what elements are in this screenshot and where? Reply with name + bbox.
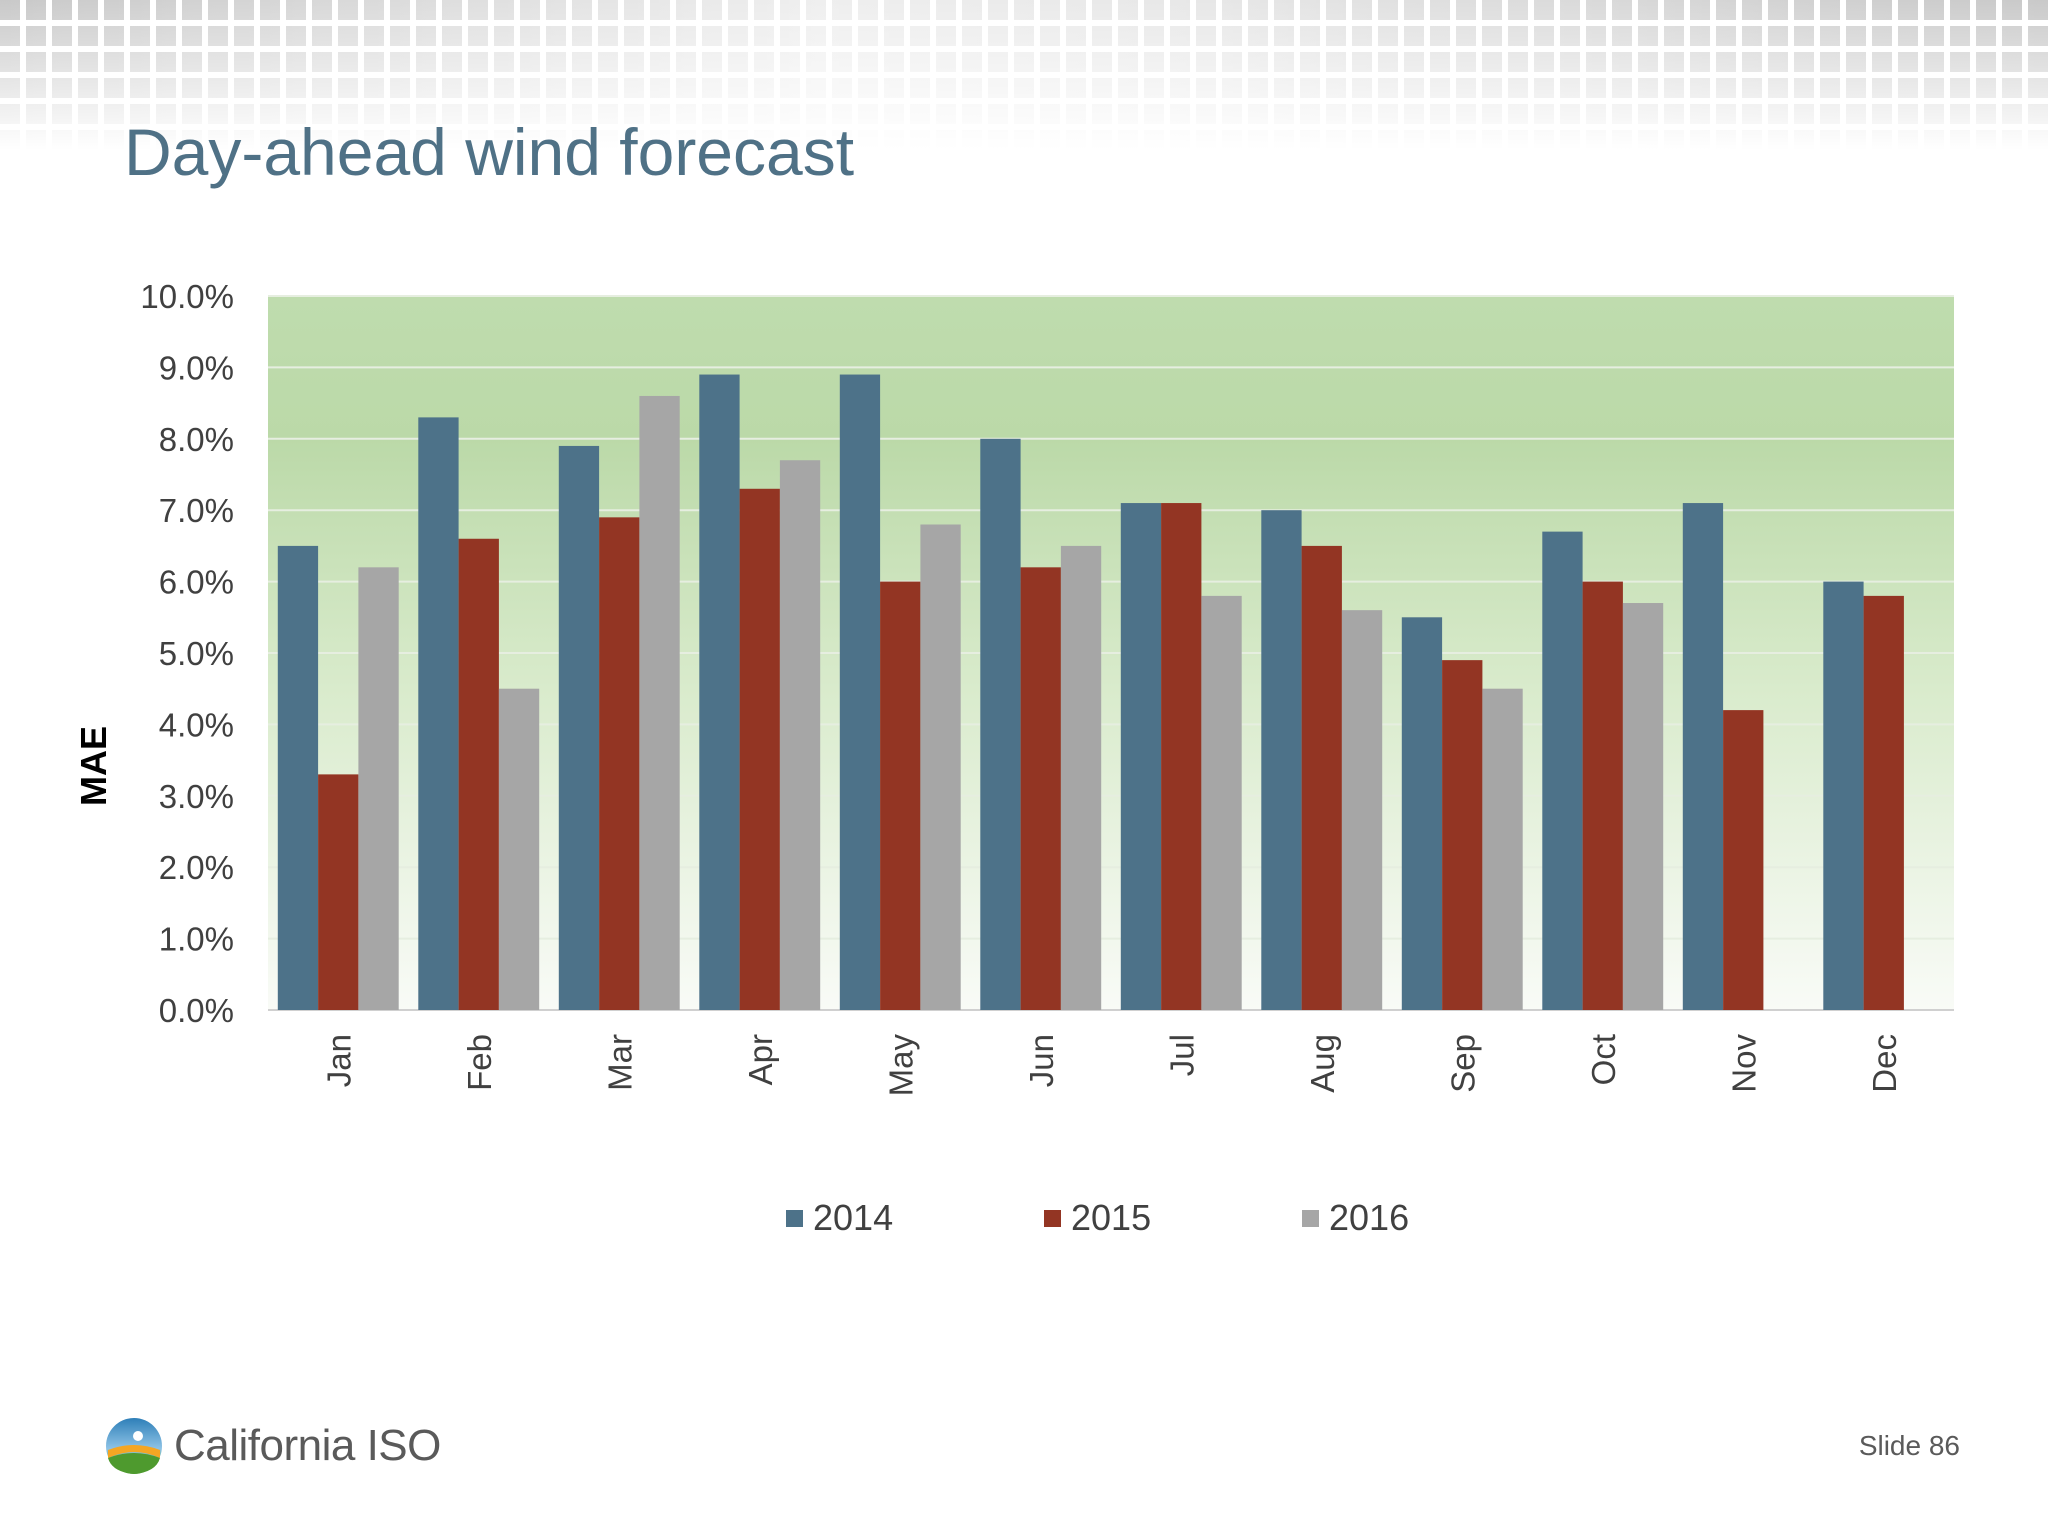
bar-2015-jun [1020,567,1061,1010]
bar-2015-jan [318,774,359,1010]
bar-2015-feb [458,538,499,1010]
bar-2014-apr [699,374,740,1010]
y-axis-label: MAE [73,726,114,806]
legend: 2014 2015 2016 [786,1197,1409,1238]
bar-2014-jul [1120,503,1162,1010]
bar-2015-may [880,581,921,1010]
y-axis-ticks: 0.0% 1.0% 2.0% 3.0% 4.0% 5.0% 6.0% 7.0% 8.0% 9.0%… [140,278,234,1029]
legend-label-2014: 2014 [813,1197,893,1238]
x-tick-label: May [882,1034,919,1097]
x-tick-label: Jul [1163,1034,1200,1076]
y-tick-label: 4.0% [159,706,234,743]
bar-2016-jan [358,567,399,1010]
x-tick-label: Sep [1444,1034,1481,1093]
bar-2014-feb [418,417,459,1010]
y-tick-label: 2.0% [159,849,234,886]
bar-2014-may [839,374,881,1010]
bar-2014-jan [277,545,319,1010]
bar-2016-jul [1201,595,1242,1010]
x-tick-label: Aug [1304,1034,1341,1093]
x-tick-label: Apr [742,1034,779,1085]
sun-logo-icon [106,1418,162,1474]
legend-swatch-2014 [786,1210,803,1227]
bar-2014-dec [1823,581,1864,1010]
legend-label-2015: 2015 [1071,1197,1151,1238]
y-tick-label: 5.0% [159,635,234,672]
x-tick-label: Dec [1866,1034,1903,1093]
x-tick-label: Nov [1725,1034,1762,1093]
y-tick-label: 1.0% [159,921,234,958]
bar-2016-mar [639,395,680,1011]
bar-2015-jul [1161,503,1202,1010]
y-tick-label: 6.0% [159,564,234,601]
bar-2014-jun [980,438,1021,1010]
bar-2014-mar [558,445,600,1010]
bar-2015-apr [739,488,780,1010]
x-tick-label: Oct [1585,1034,1622,1085]
x-tick-label: Mar [601,1034,638,1091]
header-pattern [0,0,2048,150]
bar-2016-aug [1341,610,1383,1010]
legend-label-2016: 2016 [1329,1197,1409,1238]
y-tick-label: 7.0% [159,492,234,529]
legend-swatch-2015 [1044,1210,1061,1227]
bar-2014-nov [1682,503,1724,1010]
bar-2014-aug [1261,510,1302,1010]
gridlines [268,295,1954,1011]
y-tick-label: 9.0% [159,349,234,386]
bar-2014-sep [1401,617,1443,1010]
slide-title: Day-ahead wind forecast [124,115,855,189]
california-iso-logo: California ISO [104,1414,441,1478]
y-tick-label: 8.0% [159,421,234,458]
bar-2015-oct [1582,581,1623,1010]
bar-2016-feb [498,688,540,1010]
bars [277,374,1904,1011]
slide-number: Slide 86 [1858,1430,1960,1461]
x-tick-label: Jun [1023,1034,1060,1087]
bar-2015-mar [599,517,640,1010]
bar-2016-sep [1482,688,1523,1010]
y-tick-label: 0.0% [159,992,234,1029]
x-tick-label: Feb [461,1034,498,1091]
bar-2016-may [920,524,961,1010]
x-tick-label: Jan [320,1034,357,1087]
bar-2016-jun [1060,545,1102,1010]
bar-2015-sep [1442,660,1483,1010]
bar-2014-oct [1542,531,1583,1010]
bar-2015-nov [1723,710,1764,1010]
bar-2015-aug [1301,545,1342,1010]
bar-2016-oct [1622,603,1664,1010]
x-axis-ticks: Jan Feb Mar Apr May Jun Jul Aug Sep Oct Nov Dec [320,1034,1903,1097]
y-tick-label: 10.0% [140,278,234,315]
logo-text: California ISO [174,1421,441,1470]
legend-swatch-2016 [1302,1210,1319,1227]
bar-2016-apr [779,460,821,1011]
y-tick-label: 3.0% [159,778,234,815]
bar-2015-dec [1863,595,1904,1010]
